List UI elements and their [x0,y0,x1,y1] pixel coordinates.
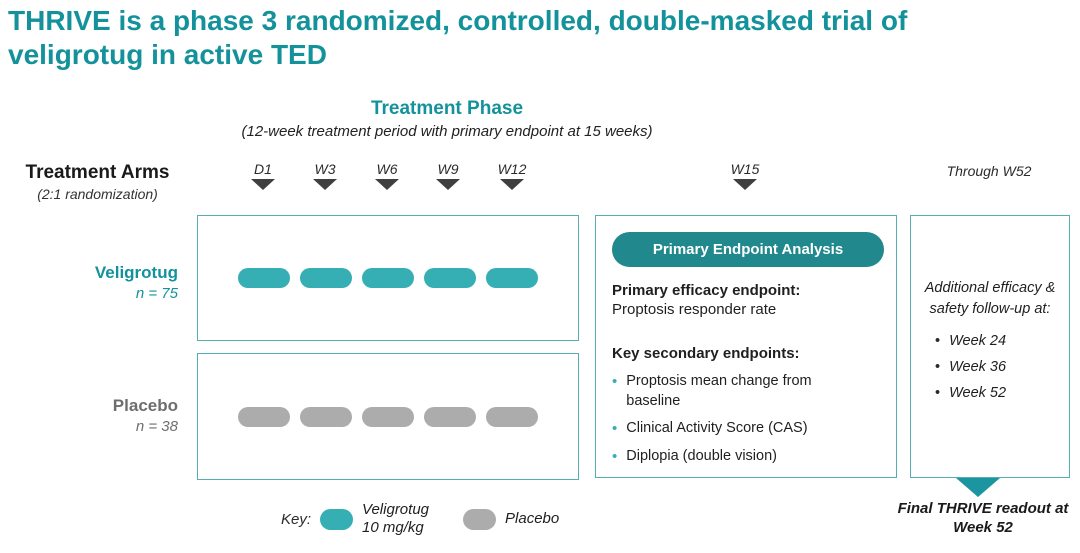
list-item: • Clinical Activity Score (CAS) [612,419,880,439]
list-item-text: Week 24 [949,333,1007,350]
down-triangle-icon [251,179,275,190]
legend-item-label: Placebo [505,510,560,527]
dose-pill [486,268,538,288]
placebo-arm-label: Placebo n = 38 [18,396,178,435]
dose-pill [238,268,290,288]
arm-n: n = 38 [135,418,178,435]
list-item: • Week 52 [935,385,1069,401]
dose-pill [238,406,290,427]
dose-pill [424,268,476,288]
down-triangle-icon [436,179,460,190]
timeline-label: W9 [437,161,459,177]
veligrotug-arm-label: Veligrotug n = 75 [18,263,178,302]
followup-weeks-list: • Week 24 • Week 36 • Week 52 [935,333,1069,401]
dose-pill [362,406,414,427]
bullet-icon: • [935,359,941,376]
followup-panel: Additional efficacy & safety follow-up a… [910,215,1070,478]
timeline-label: D1 [254,161,272,177]
timeline-marker-w15: W15 [715,161,775,190]
arm-n: n = 75 [135,285,178,302]
list-item: • Proptosis mean change from baseline [612,372,880,411]
bullet-icon: • [935,385,941,402]
placebo-dose-pills [198,354,578,479]
timeline-label: W12 [497,161,527,177]
through-w52-label: Through W52 [946,163,1032,179]
secondary-endpoints-list: • Proptosis mean change from baseline • … [612,372,880,468]
timeline-marker-w6: W6 [357,161,417,190]
placebo-swatch-icon [463,508,497,530]
slide-title: THRIVE is a phase 3 randomized, controll… [8,5,908,70]
timeline-label: W6 [376,161,398,177]
primary-endpoint-panel: Primary Endpoint Analysis Primary effica… [595,215,897,478]
treatment-arms-subheading: (2:1 randomization) [37,186,158,202]
down-triangle-icon [500,179,524,190]
bullet-icon: • [612,420,618,438]
primary-endpoint-analysis-badge: Primary Endpoint Analysis [612,232,884,267]
treatment-phase-subtitle: (12-week treatment period with primary e… [241,123,653,140]
down-triangle-icon [375,179,399,190]
bullet-icon: • [612,373,618,390]
placebo-dosing-box [197,353,579,480]
timeline-label: W15 [730,161,760,177]
treatment-phase-heading: Treatment Phase [370,98,524,119]
veligrotug-dose-pills [198,216,578,340]
dose-pill [424,406,476,427]
list-item-text: Week 36 [949,359,1007,376]
down-arrow-icon [956,478,1000,497]
dose-pill [300,268,352,288]
bullet-icon: • [935,333,941,350]
list-item-text: Proptosis mean change from baseline [626,373,812,409]
bullet-icon: • [612,448,618,466]
down-triangle-icon [313,179,337,190]
secondary-endpoints-label: Key secondary endpoints: [612,345,800,362]
list-item: • Week 36 [935,359,1069,375]
legend-key-label: Key: [281,510,312,528]
arm-name: Placebo [112,396,178,415]
treatment-arms-heading: Treatment Arms [25,162,170,183]
list-item-text: Week 52 [949,385,1007,402]
legend-item-label: Veligrotug 10 mg/kg [362,501,430,536]
timeline-marker-w12: W12 [482,161,542,190]
final-readout-caption: Final THRIVE readout at Week 52 [897,500,1069,536]
arm-name: Veligrotug [94,263,178,282]
list-item-text: Diplopia (double vision) [626,448,777,465]
legend: Key: Veligrotug 10 mg/kg Placebo [281,496,559,542]
timeline-label: W3 [314,161,336,177]
list-item: • Week 24 [935,333,1069,349]
dose-pill [362,268,414,288]
dose-pill [486,406,538,427]
timeline-marker-w3: W3 [295,161,355,190]
veligrotug-dosing-box [197,215,579,341]
veligrotug-swatch-icon [320,508,354,530]
down-triangle-icon [733,179,757,190]
followup-intro: Additional efficacy & safety follow-up a… [924,280,1056,318]
list-item-text: Clinical Activity Score (CAS) [626,420,808,437]
list-item: • Diplopia (double vision) [612,447,880,467]
primary-endpoint-label: Primary efficacy endpoint: [612,282,801,299]
timeline-marker-d1: D1 [233,161,293,190]
primary-endpoint-value: Proptosis responder rate [612,301,777,318]
dose-pill [300,406,352,427]
timeline-marker-w9: W9 [418,161,478,190]
